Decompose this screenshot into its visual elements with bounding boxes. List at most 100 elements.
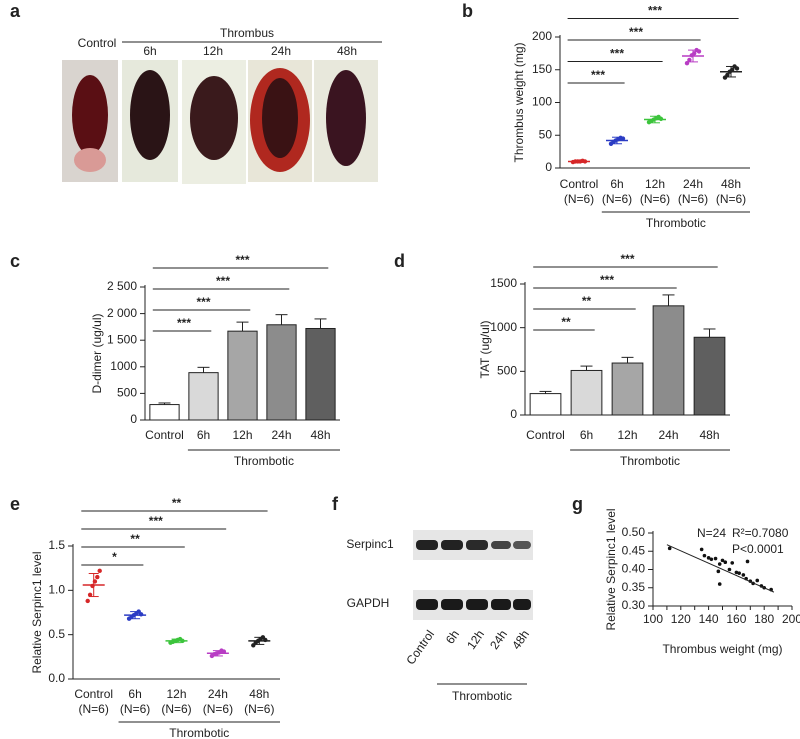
- x-tick-label: (N=6): [203, 702, 233, 716]
- panel-label: a: [10, 1, 21, 21]
- x-tick-label: Control: [526, 428, 565, 442]
- group-label: Thrombotic: [646, 216, 706, 230]
- x-tick-label: (N=6): [564, 192, 594, 206]
- band: [466, 540, 488, 550]
- y-tick-label: 1500: [490, 276, 517, 290]
- point: [734, 66, 740, 71]
- panel-label: e: [10, 494, 20, 514]
- y-tick-label: 1000: [490, 320, 517, 334]
- annotation: R²=0.7080: [732, 526, 789, 540]
- x-tick-label: 48h: [249, 687, 269, 701]
- row-label: GAPDH: [347, 596, 390, 610]
- y-tick-label: 2 000: [107, 306, 137, 320]
- band: [416, 599, 438, 610]
- y-tick-label: 1.0: [48, 583, 65, 597]
- band: [513, 599, 531, 610]
- point: [713, 556, 718, 561]
- point: [97, 568, 102, 574]
- photo-label: 48h: [337, 44, 357, 58]
- point: [734, 570, 739, 575]
- band: [491, 599, 511, 610]
- y-axis-title: D-dimer (ug/ul): [90, 313, 104, 393]
- lane-label: 12h: [464, 628, 487, 652]
- x-tick-label: 6h: [128, 687, 141, 701]
- point: [706, 556, 711, 560]
- panel-label: c: [10, 251, 20, 271]
- fit-line: [666, 544, 775, 593]
- y-tick-label: 0.30: [622, 598, 646, 612]
- x-tick-label: 12h: [232, 428, 252, 442]
- panel-label: f: [332, 494, 339, 514]
- y-tick-label: 0.40: [622, 562, 646, 576]
- x-tick-label: 140: [699, 612, 719, 626]
- y-axis-title: Relative Serpinc1 level: [604, 508, 618, 630]
- y-tick-label: 2 500: [107, 279, 137, 293]
- significance: **: [561, 315, 571, 329]
- x-tick-label: (N=6): [716, 192, 746, 206]
- y-axis-title: TAT (ug/ul): [478, 320, 492, 378]
- point: [720, 558, 725, 563]
- x-tick-label: (N=6): [640, 192, 670, 206]
- y-tick-label: 0: [510, 407, 517, 421]
- y-tick-label: 150: [532, 62, 552, 76]
- point: [737, 571, 741, 575]
- x-tick-label: 48h: [310, 428, 330, 442]
- annotation: N=24: [697, 526, 726, 540]
- thrombus: [262, 78, 298, 158]
- group-label: Thrombotic: [452, 689, 512, 703]
- thrombus: [326, 70, 366, 166]
- point: [725, 72, 730, 78]
- thrombus: [72, 75, 108, 155]
- panel-label: b: [462, 1, 473, 21]
- bar: [611, 362, 644, 416]
- x-tick-label: (N=6): [602, 192, 632, 206]
- x-tick-label: 48h: [699, 428, 719, 442]
- y-tick-label: 0.0: [48, 671, 65, 685]
- significance: *: [112, 550, 117, 564]
- x-tick-label: 24h: [683, 177, 703, 191]
- lane-label: 24h: [487, 628, 510, 652]
- y-tick-label: 1000: [110, 359, 137, 373]
- bar: [149, 404, 180, 421]
- y-tick-label: 0.5: [48, 627, 65, 641]
- bar: [652, 305, 685, 416]
- bar: [227, 330, 258, 421]
- bar: [266, 324, 297, 421]
- y-axis-title: Thrombus weight (mg): [512, 42, 526, 162]
- x-tick-label: 24h: [208, 687, 228, 701]
- x-tick-label: (N=6): [161, 702, 191, 716]
- point: [727, 567, 732, 572]
- bar: [529, 393, 562, 416]
- point: [95, 574, 100, 580]
- x-tick-label: 12h: [645, 177, 665, 191]
- x-tick-label: Control: [145, 428, 184, 442]
- x-tick-label: Control: [74, 687, 113, 701]
- point: [85, 598, 90, 604]
- x-tick-label: 6h: [610, 177, 623, 191]
- y-tick-label: 0: [130, 412, 137, 426]
- significance: **: [130, 532, 140, 546]
- point: [667, 546, 672, 551]
- group-label: Thrombotic: [620, 454, 680, 468]
- point: [702, 553, 707, 558]
- band: [466, 599, 488, 610]
- y-tick-label: 200: [532, 29, 552, 43]
- significance: ***: [620, 252, 634, 266]
- y-tick-label: 1.5: [48, 538, 65, 552]
- y-tick-label: 1 500: [107, 332, 137, 346]
- significance: ***: [235, 253, 249, 267]
- point: [699, 547, 704, 552]
- point: [717, 562, 722, 566]
- lane-label: 6h: [443, 628, 462, 647]
- photo-label: 12h: [203, 44, 223, 58]
- significance: ***: [629, 25, 643, 39]
- lane-label: Control: [403, 628, 437, 668]
- x-tick-label: (N=6): [678, 192, 708, 206]
- x-tick-label: 12h: [617, 428, 637, 442]
- point: [717, 582, 722, 586]
- x-tick-label: 12h: [166, 687, 186, 701]
- header: Thrombus: [220, 26, 274, 40]
- significance: ***: [600, 273, 614, 287]
- point: [709, 557, 714, 562]
